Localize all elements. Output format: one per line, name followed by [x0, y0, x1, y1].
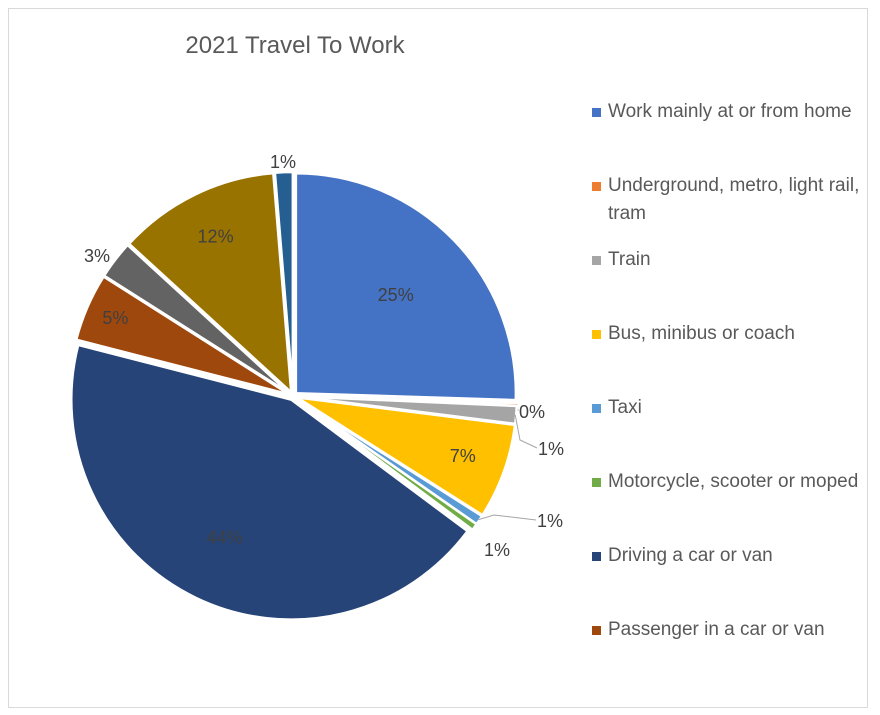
- legend-label: Bus, minibus or coach: [608, 323, 795, 344]
- legend-swatch: [592, 182, 601, 191]
- pie-data-label: 7%: [450, 446, 476, 466]
- legend-swatch: [592, 478, 601, 487]
- leader-line: [478, 514, 537, 521]
- legend-item: Passenger in a car or van: [592, 616, 863, 644]
- pie-slice-11: [273, 170, 295, 393]
- chart-title: 2021 Travel To Work: [185, 32, 405, 59]
- legend-item: Work mainly at or from home: [592, 98, 863, 126]
- pie-slice-6: [295, 397, 479, 532]
- legend-item: Train: [592, 246, 863, 274]
- pie-data-label: 5%: [102, 308, 128, 328]
- legend-item: Underground, metro, light rail, tram: [592, 172, 863, 228]
- legend-label: Train: [608, 249, 651, 270]
- legend-swatch: [592, 256, 601, 265]
- legend-item: Driving a car or van: [592, 542, 863, 570]
- pie-slice-1: [294, 171, 518, 402]
- legend-swatch: [592, 626, 601, 635]
- pie-slice-9: [102, 243, 291, 395]
- legend-swatch: [592, 404, 601, 413]
- legend-label: Work mainly at or from home: [608, 101, 852, 122]
- pie-data-label: 1%: [270, 152, 296, 172]
- legend-label: Underground, metro, light rail, tram: [608, 175, 860, 224]
- legend-label: Taxi: [608, 397, 642, 418]
- pie-data-label: 44%: [207, 528, 243, 548]
- legend-item: Bus, minibus or coach: [592, 320, 863, 348]
- pie-data-label: 12%: [198, 227, 234, 247]
- pie-data-label: 3%: [84, 246, 110, 266]
- legend-swatch: [592, 330, 601, 339]
- legend-label: Passenger in a car or van: [608, 619, 825, 640]
- pie-data-label: 1%: [537, 511, 563, 531]
- pie-data-label: 1%: [484, 540, 510, 560]
- pie-data-label: 25%: [378, 285, 414, 305]
- leader-line: [514, 414, 538, 449]
- pie-data-label: 0%: [519, 402, 545, 422]
- legend-item: Motorcycle, scooter or moped: [592, 468, 863, 496]
- pie-data-label: 1%: [538, 439, 564, 459]
- pie-slice-10: [127, 171, 293, 396]
- legend-swatch: [592, 108, 601, 117]
- legend-label: Driving a car or van: [608, 545, 773, 566]
- legend-swatch: [592, 552, 601, 561]
- legend-item: Taxi: [592, 394, 863, 422]
- pie-slice-7: [70, 343, 470, 621]
- legend-label: Motorcycle, scooter or moped: [608, 471, 859, 492]
